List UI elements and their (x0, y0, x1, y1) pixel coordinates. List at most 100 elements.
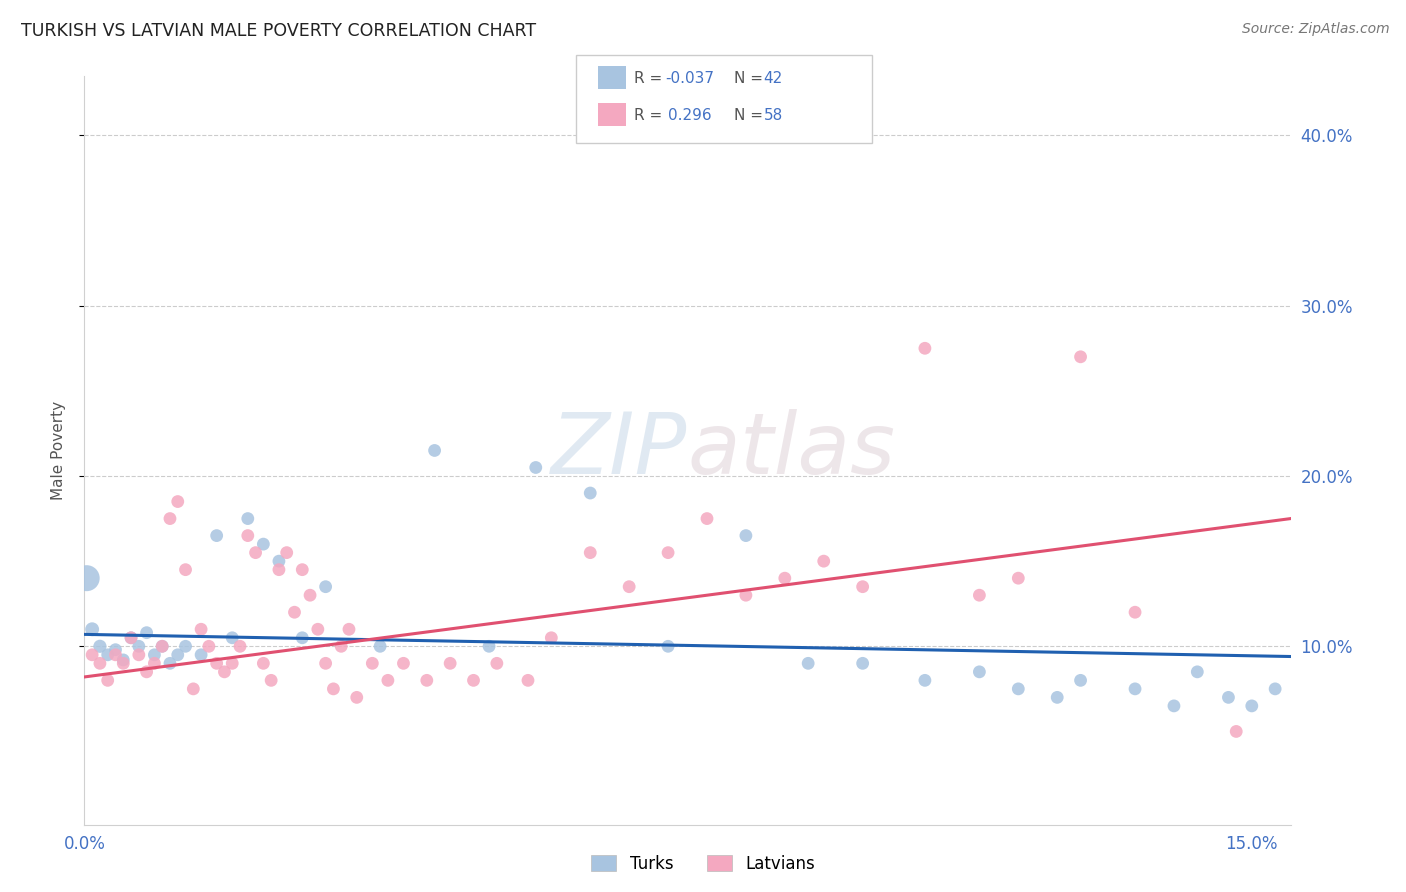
Point (1225, 724, 1247, 739)
Point (346, 690, 368, 705)
Point (299, 588, 322, 602)
Text: ZIP: ZIP (551, 409, 688, 492)
Point (735, 588, 758, 602)
Point (1046, 690, 1069, 705)
Point (181, 681, 204, 696)
Point (260, 673, 283, 688)
Point (174, 640, 197, 654)
Point (579, 546, 602, 560)
Point (97, 673, 120, 688)
Point (315, 580, 337, 594)
Point (112, 653, 135, 667)
Point (657, 546, 679, 560)
Text: -0.037: -0.037 (665, 71, 714, 86)
Point (128, 648, 150, 662)
Text: atlas: atlas (688, 409, 896, 492)
Text: 58: 58 (763, 108, 783, 123)
Point (135, 625, 157, 640)
Y-axis label: Male Poverty: Male Poverty (51, 401, 66, 500)
Point (252, 537, 274, 551)
Point (797, 657, 820, 671)
Point (120, 631, 142, 645)
Point (190, 648, 212, 662)
Point (322, 681, 344, 696)
Point (337, 622, 360, 636)
Point (361, 657, 384, 671)
Point (1163, 698, 1185, 713)
Point (914, 673, 936, 688)
Point (166, 648, 188, 662)
Point (392, 657, 415, 671)
Point (97, 648, 120, 662)
Text: N =: N = (734, 108, 768, 123)
Point (1007, 571, 1029, 585)
Point (914, 341, 936, 355)
Point (1070, 673, 1092, 688)
Point (969, 665, 991, 679)
Point (517, 673, 540, 688)
Point (190, 622, 212, 636)
Point (657, 640, 679, 654)
Point (852, 580, 875, 594)
Point (143, 657, 166, 671)
Point (969, 588, 991, 602)
Text: R =: R = (634, 71, 668, 86)
Point (1123, 681, 1146, 696)
Point (463, 673, 485, 688)
Point (198, 640, 221, 654)
Point (1123, 605, 1146, 619)
Point (307, 622, 329, 636)
Point (267, 563, 290, 577)
Point (174, 563, 197, 577)
Point (236, 511, 259, 525)
Point (276, 546, 298, 560)
Point (773, 571, 796, 585)
Point (214, 665, 236, 679)
Point (166, 494, 188, 508)
Point (315, 657, 337, 671)
Text: R =: R = (634, 108, 668, 123)
Point (76, 571, 98, 585)
Point (89, 657, 111, 671)
Point (128, 640, 150, 654)
Point (478, 640, 501, 654)
Point (221, 631, 243, 645)
Point (1240, 698, 1263, 713)
Text: 42: 42 (763, 71, 783, 86)
Point (813, 554, 835, 568)
Text: 0.296: 0.296 (668, 108, 711, 123)
Point (524, 460, 547, 475)
Point (1264, 681, 1286, 696)
Point (439, 657, 461, 671)
Point (150, 640, 173, 654)
Point (540, 631, 562, 645)
Point (89, 640, 111, 654)
Point (368, 640, 391, 654)
Point (205, 657, 228, 671)
Point (135, 665, 157, 679)
Point (283, 605, 305, 619)
Point (416, 673, 439, 688)
Point (143, 648, 166, 662)
Point (291, 631, 314, 645)
Point (236, 528, 259, 542)
Point (423, 443, 446, 458)
Point (1187, 665, 1209, 679)
Point (104, 648, 127, 662)
Point (82, 648, 104, 662)
Text: Source: ZipAtlas.com: Source: ZipAtlas.com (1241, 22, 1389, 37)
Point (1070, 350, 1092, 364)
Point (205, 528, 228, 542)
Point (267, 554, 290, 568)
Point (852, 657, 875, 671)
Point (159, 511, 181, 525)
Point (330, 640, 353, 654)
Point (252, 657, 274, 671)
Point (245, 546, 267, 560)
Text: TURKISH VS LATVIAN MALE POVERTY CORRELATION CHART: TURKISH VS LATVIAN MALE POVERTY CORRELAT… (21, 22, 536, 40)
Point (150, 640, 173, 654)
Point (1218, 690, 1240, 705)
Point (221, 657, 243, 671)
Point (1007, 681, 1029, 696)
Point (159, 657, 181, 671)
